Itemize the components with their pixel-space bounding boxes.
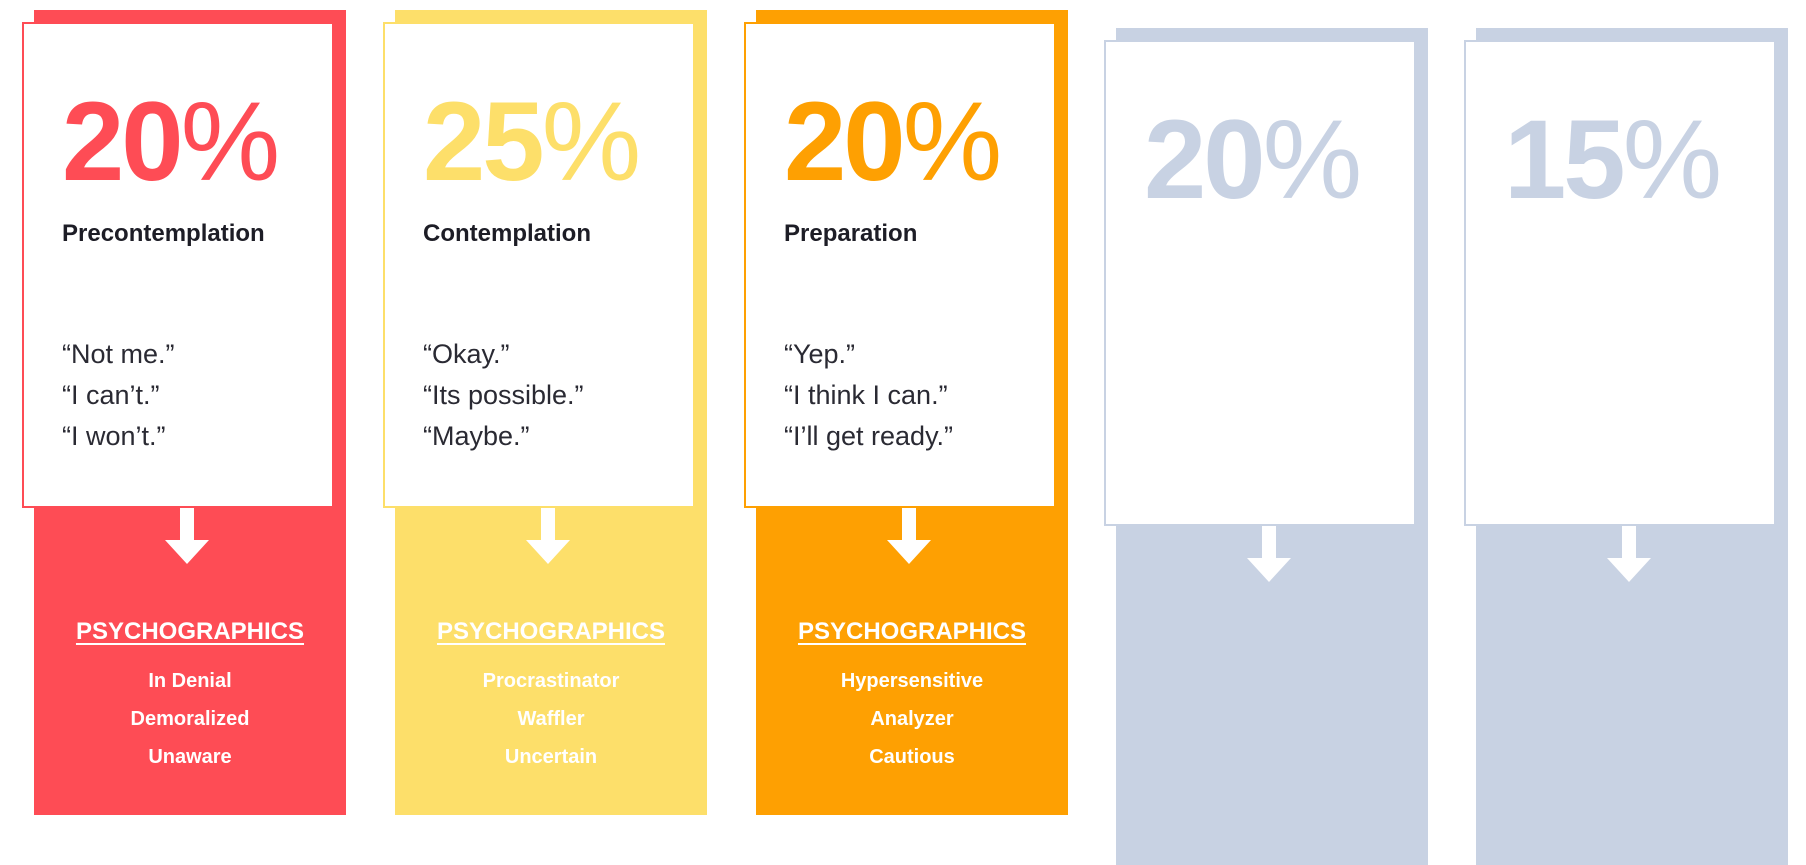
stage-quotes: “Yep.” “I think I can.” “I’ll get ready.… — [784, 334, 953, 457]
percentage-sign: % — [180, 79, 281, 204]
stage-card[interactable]: 20% — [1104, 40, 1416, 526]
psychographic-item: Unaware — [148, 746, 232, 768]
psychographics-heading: PSYCHOGRAPHICS — [436, 618, 666, 645]
percentage-value: 15 — [1504, 97, 1626, 222]
stage-title: Contemplation — [423, 220, 591, 247]
stage-column-precontemplation: 20% Precontemplation “Not me.” “I can’t.… — [22, 0, 352, 865]
percentage-value: 20 — [62, 79, 184, 204]
stage-percentage: 20% — [62, 86, 280, 198]
quote-line: “Not me.” — [62, 339, 175, 369]
percentage-value: 25 — [423, 79, 545, 204]
stage-column-preparation: 20% Preparation “Yep.” “I think I can.” … — [744, 0, 1074, 865]
quote-line: “I can’t.” — [62, 380, 160, 410]
stage-percentage: 20% — [784, 86, 1002, 198]
percentage-sign: % — [902, 79, 1003, 204]
quote-line: “I won’t.” — [62, 421, 166, 451]
psychographic-item: Uncertain — [504, 746, 598, 768]
stage-card[interactable]: 20% Precontemplation “Not me.” “I can’t.… — [22, 22, 334, 508]
stage-title: Preparation — [784, 220, 918, 247]
stage-column-5: 15% — [1464, 0, 1794, 865]
psychographic-item: Hypersensitive — [840, 670, 984, 692]
arrow-down-icon — [383, 508, 713, 568]
psychographic-item: Cautious — [869, 746, 955, 768]
stage-card[interactable]: 15% — [1464, 40, 1776, 526]
psychographic-item: In Denial — [148, 670, 232, 692]
percentage-sign: % — [1622, 97, 1723, 222]
psychographics-list: In Denial Demoralized Unaware — [34, 662, 346, 776]
stage-card[interactable]: 25% Contemplation “Okay.” “Its possible.… — [383, 22, 695, 508]
quote-line: “I’ll get ready.” — [784, 421, 954, 451]
psychographic-item: Analyzer — [870, 708, 954, 730]
quote-line: “Its possible.” — [423, 380, 584, 410]
percentage-sign: % — [1262, 97, 1363, 222]
stage-quotes: “Okay.” “Its possible.” “Maybe.” — [423, 334, 584, 457]
stage-percentage: 25% — [423, 86, 641, 198]
psychographics-heading: PSYCHOGRAPHICS — [75, 618, 305, 645]
quote-line: “Yep.” — [784, 339, 856, 369]
stage-title: Precontemplation — [62, 220, 265, 247]
psychographic-item: Procrastinator — [482, 670, 620, 692]
stage-percentage: 20% — [1144, 104, 1362, 216]
stage-card[interactable]: 20% Preparation “Yep.” “I think I can.” … — [744, 22, 1056, 508]
quote-line: “Okay.” — [423, 339, 510, 369]
quote-line: “I think I can.” — [784, 380, 948, 410]
quote-line: “Maybe.” — [423, 421, 530, 451]
stage-column-contemplation: 25% Contemplation “Okay.” “Its possible.… — [383, 0, 713, 865]
arrow-down-icon — [744, 508, 1074, 568]
psychographics-list: Hypersensitive Analyzer Cautious — [756, 662, 1068, 776]
stage-column-4: 20% — [1104, 0, 1434, 865]
psychographic-item: Waffler — [517, 708, 585, 730]
percentage-value: 20 — [784, 79, 906, 204]
arrow-down-icon — [22, 508, 352, 568]
arrow-down-icon — [1464, 526, 1794, 586]
percentage-sign: % — [541, 79, 642, 204]
stage-quotes: “Not me.” “I can’t.” “I won’t.” — [62, 334, 175, 457]
percentage-value: 20 — [1144, 97, 1266, 222]
stage-percentage: 15% — [1504, 104, 1722, 216]
psychographics-heading: PSYCHOGRAPHICS — [797, 618, 1027, 645]
psychographic-item: Demoralized — [130, 708, 250, 730]
psychographics-list: Procrastinator Waffler Uncertain — [395, 662, 707, 776]
arrow-down-icon — [1104, 526, 1434, 586]
